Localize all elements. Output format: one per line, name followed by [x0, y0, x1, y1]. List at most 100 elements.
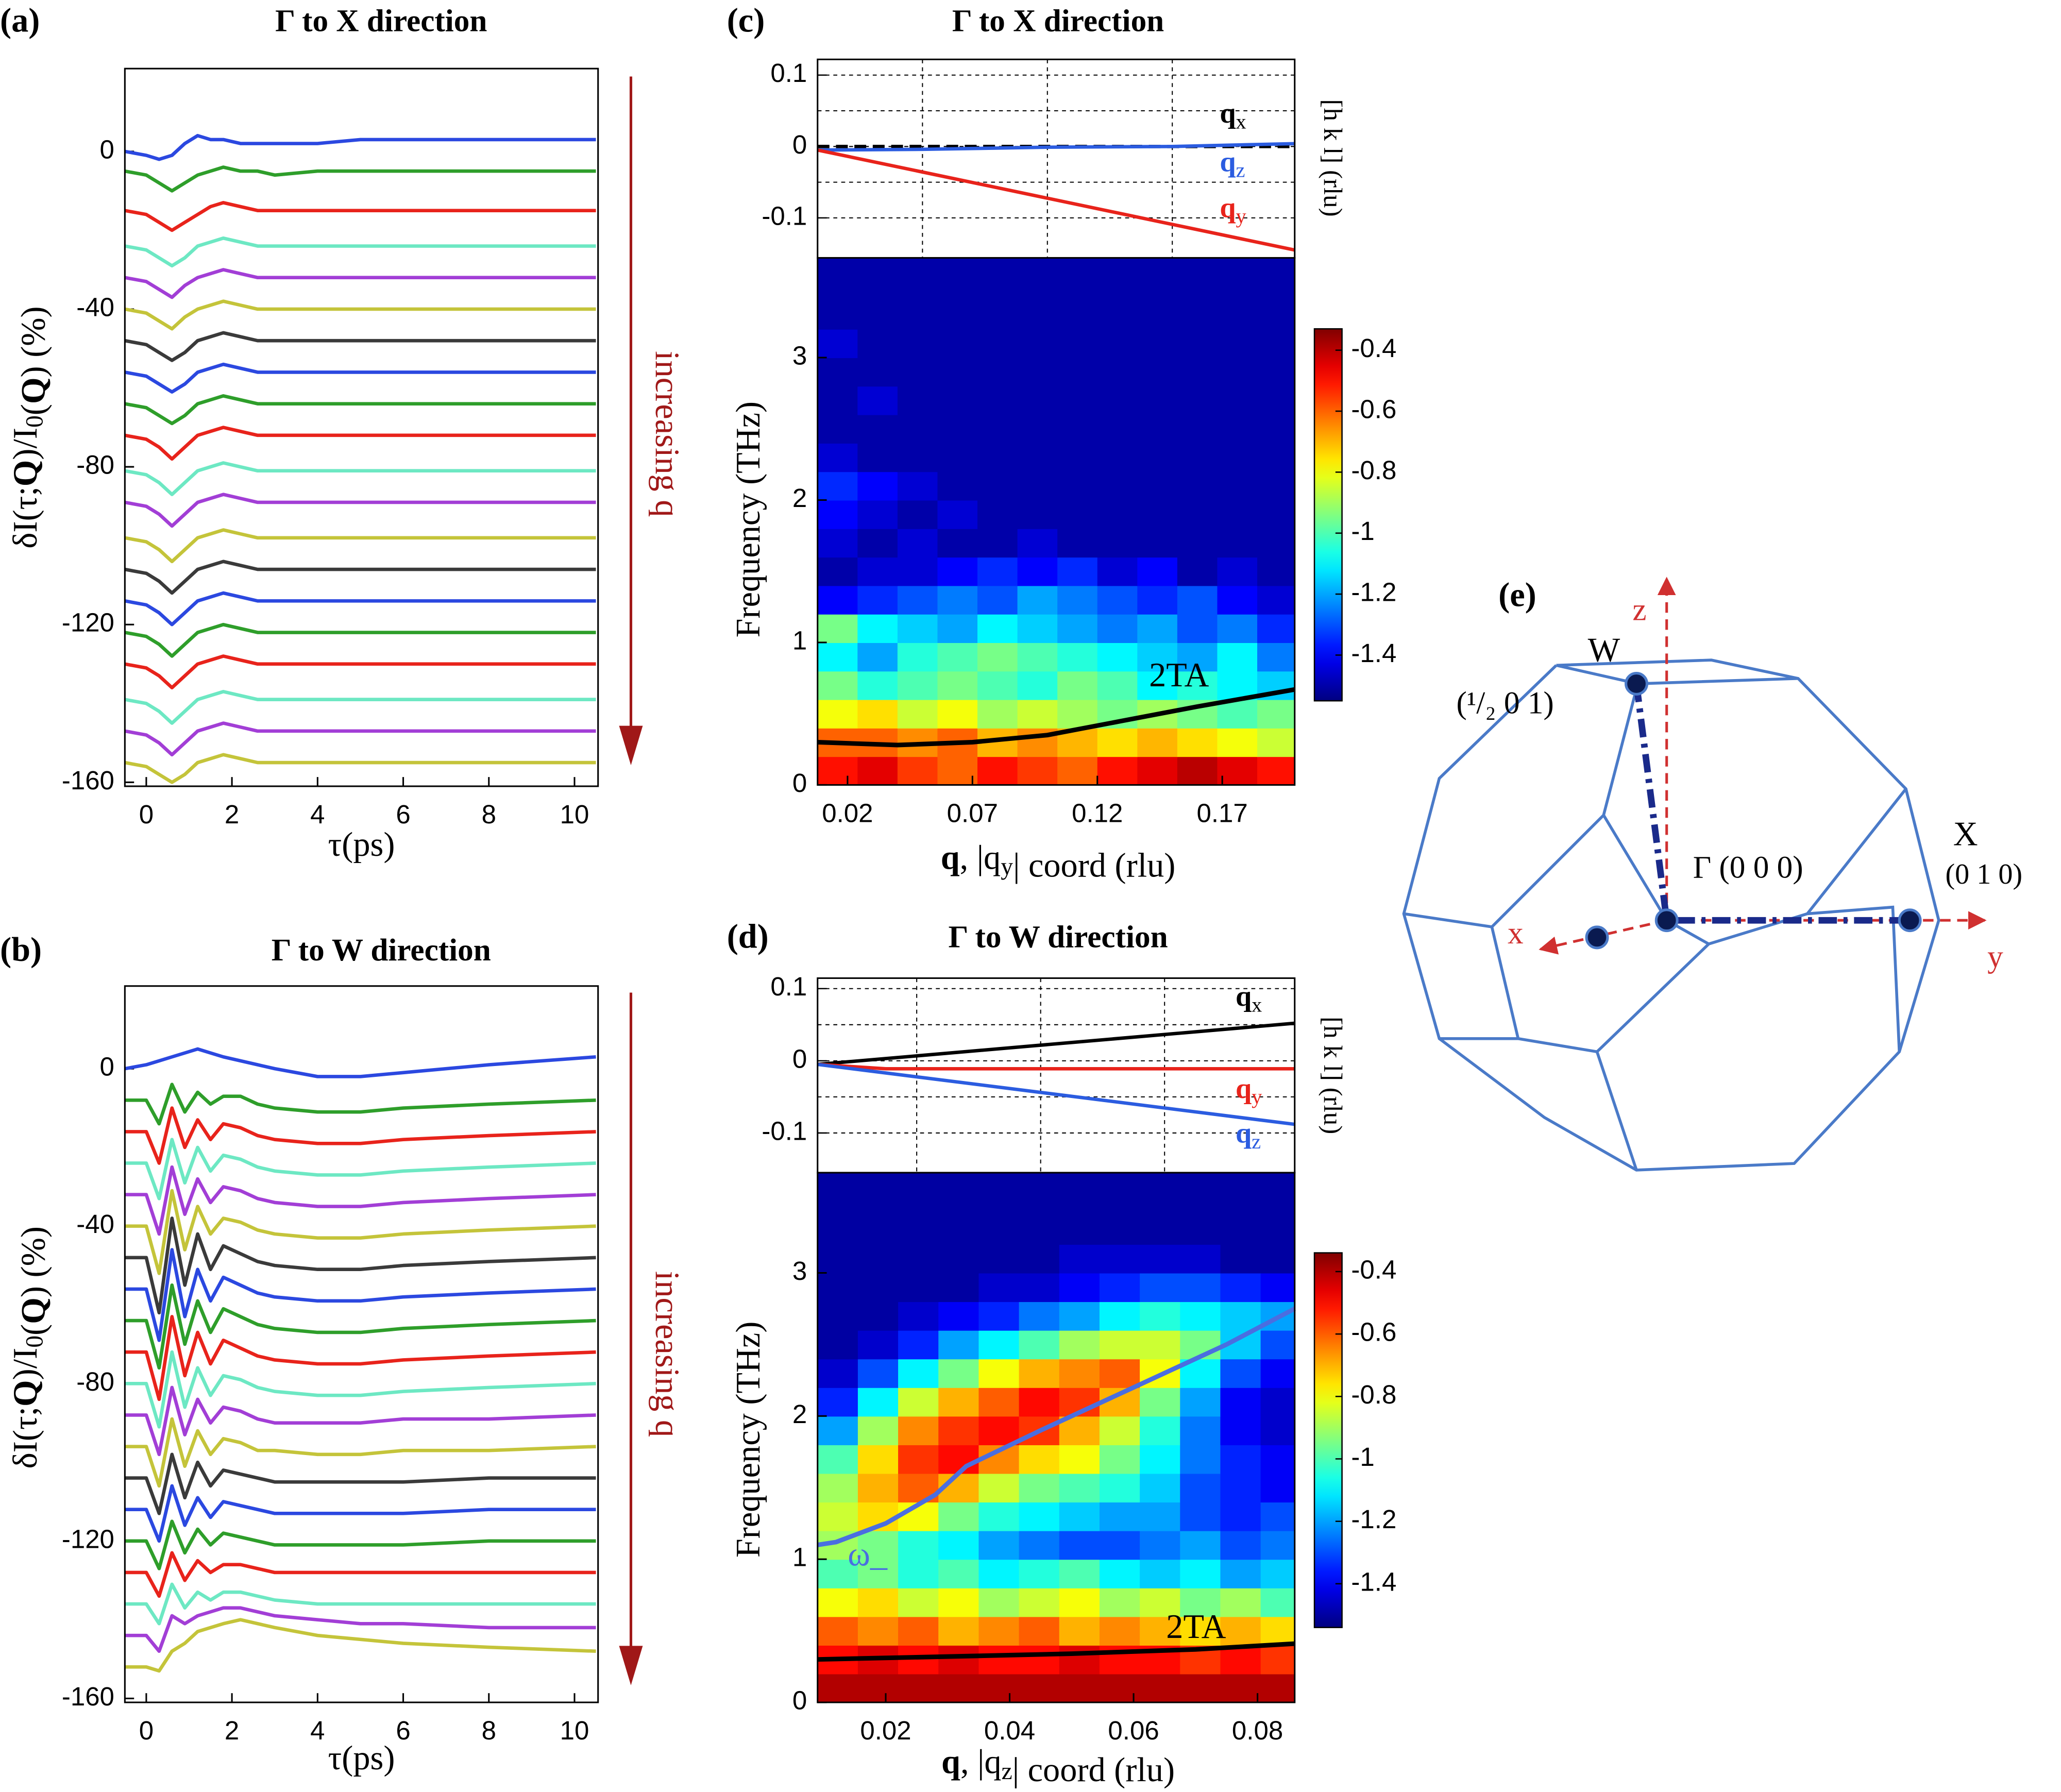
trace [125, 1165, 596, 1236]
heat-cell [938, 1387, 979, 1417]
annotation: increasing q [648, 351, 686, 517]
heat-cell [977, 557, 1018, 586]
heat-cell [1220, 1416, 1261, 1445]
heat-cell [817, 1172, 858, 1188]
heat-cell [1099, 1273, 1141, 1303]
heat-cell [857, 258, 898, 273]
heat-cell [937, 443, 978, 472]
heat-cell [1177, 386, 1218, 415]
heat-cell [977, 642, 1018, 672]
heat-cell [938, 1330, 979, 1360]
heat-cell [897, 272, 938, 301]
x-tick-label: 10 [560, 1716, 589, 1745]
heat-cell [1099, 1330, 1141, 1360]
heat-cell [938, 1215, 979, 1245]
heat-cell [977, 528, 1018, 558]
trace [124, 1047, 596, 1078]
heat-cell [1097, 272, 1138, 301]
heat-cell [1217, 329, 1258, 359]
x-tick-label: 4 [310, 800, 325, 829]
trace [124, 201, 596, 232]
trace [124, 299, 596, 331]
heat-cell [1260, 1444, 1295, 1474]
series-label: qy [1220, 192, 1246, 228]
trace [125, 1618, 596, 1673]
heat-cell [897, 300, 938, 330]
heat-cell [857, 585, 898, 615]
heat-cell [1260, 1645, 1295, 1675]
point-w [1625, 672, 1648, 696]
line-label: ω_ [848, 1536, 888, 1574]
heat-cell [897, 585, 938, 615]
heat-cell [937, 358, 978, 387]
heat-cell [857, 272, 898, 301]
trace [124, 362, 596, 394]
trace [125, 1315, 596, 1401]
y-tick-label: -0.1 [762, 201, 807, 230]
heat-cell [1097, 728, 1138, 757]
point-x [1898, 908, 1922, 933]
x-tick-label: 0.07 [947, 799, 998, 828]
panel-label: (b) [0, 931, 42, 969]
y-tick-label: 0 [792, 130, 807, 159]
heat-cell [1017, 585, 1058, 615]
chart-title: Γ to X direction [952, 3, 1164, 38]
heat-cell [978, 1387, 1020, 1417]
heat-cell [1097, 386, 1138, 415]
heat-cell [857, 1416, 899, 1445]
trace [124, 591, 596, 627]
heat-cell [1260, 1416, 1295, 1445]
y-tick-label: 1 [792, 1543, 807, 1572]
y-tick-label: 3 [792, 1256, 807, 1286]
heat-cell [817, 1444, 858, 1474]
panel-label: (c) [727, 2, 765, 40]
heat-cell [1177, 258, 1218, 273]
heat-cell [1059, 1244, 1100, 1274]
heat-cell [1177, 671, 1218, 700]
heat-cell [1057, 585, 1098, 615]
hkl-line [817, 1062, 1295, 1126]
heat-cell [817, 300, 858, 330]
x-axis-label: q, |qz| coord (rlu) [941, 1744, 1175, 1789]
heat-cell [1099, 1444, 1141, 1474]
heat-cell [1059, 1301, 1100, 1331]
heat-cell [1220, 1616, 1261, 1646]
heat-cell [937, 300, 978, 330]
heat-cell [817, 1416, 858, 1445]
heat-cell [897, 756, 938, 786]
heat-cell [1177, 585, 1218, 615]
y-axis-label: Frequency (THz) [730, 1322, 767, 1558]
heat-cell [857, 1172, 899, 1188]
colorbar-tick-label: -0.4 [1351, 333, 1396, 363]
heat-cell [1220, 1187, 1261, 1216]
heat-cell [1257, 443, 1295, 472]
colorbar [1313, 328, 1343, 702]
heat-cell [1137, 614, 1178, 643]
heat-cell [937, 329, 978, 359]
colorbar-tick-label: -1.4 [1351, 638, 1396, 668]
heat-cell [1137, 258, 1178, 273]
heat-cell [1137, 272, 1178, 301]
heat-cell [1217, 272, 1258, 301]
heat-cell [938, 1273, 979, 1303]
heat-cell [1220, 1172, 1261, 1188]
heat-cell [1019, 1172, 1060, 1188]
heat-cell [977, 671, 1018, 700]
x-tick-label: 0.02 [822, 799, 873, 828]
y-tick-label: 0 [100, 1052, 114, 1081]
trace [125, 1452, 596, 1515]
heat-cell [1220, 1645, 1261, 1675]
x-tick-label: 6 [396, 1716, 410, 1745]
y-tick-label: 0 [792, 768, 807, 798]
heat-cell [1099, 1587, 1141, 1617]
heat-cell [938, 1359, 979, 1388]
heat-cell [1137, 756, 1178, 786]
heat-cell [1059, 1502, 1100, 1531]
x-tick-label: 2 [225, 800, 239, 829]
heat-cell [1017, 557, 1058, 586]
heat-cell [1017, 300, 1058, 330]
heat-cell [857, 1330, 899, 1360]
heat-cell [1017, 671, 1058, 700]
heat-cell [1059, 1587, 1100, 1617]
heat-cell [1260, 1530, 1295, 1560]
